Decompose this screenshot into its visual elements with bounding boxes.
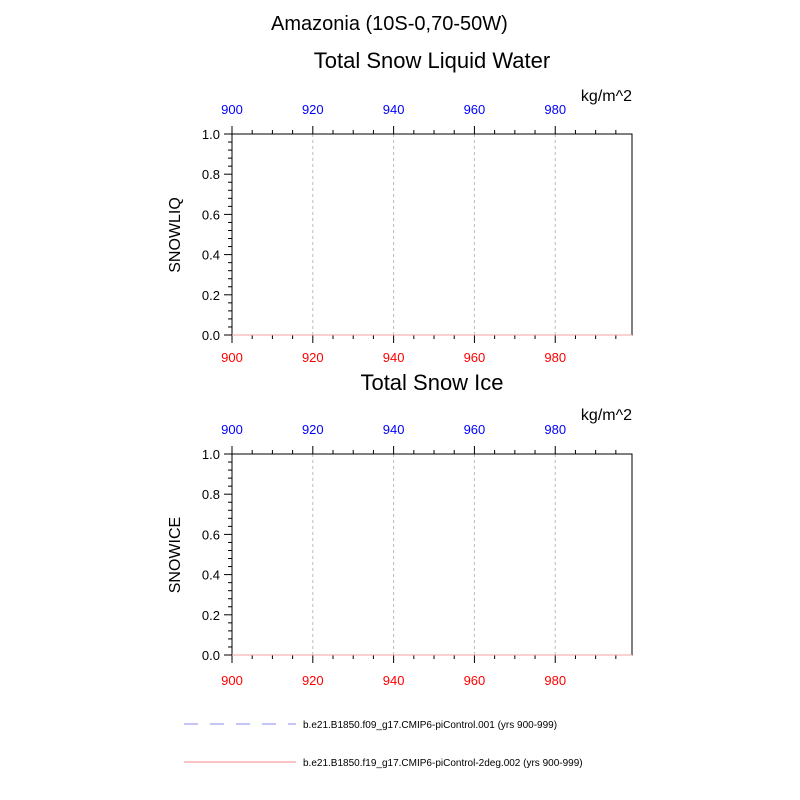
legend-item-2: b.e21.B1850.f19_g17.CMIP6-piControl-2deg…: [184, 758, 583, 769]
y-tick-label: 0.0: [202, 648, 220, 663]
y-tick-label: 0.2: [202, 288, 220, 303]
y-tick-label: 0.4: [202, 568, 220, 583]
x-tick-label: 900: [221, 673, 243, 688]
y-tick-label: 0.0: [202, 328, 220, 343]
x-tick-label: 940: [383, 673, 405, 688]
x-tick-label-top: 960: [464, 102, 486, 117]
x-tick-label: 980: [544, 673, 566, 688]
y-axis-label: SNOWLIQ: [167, 197, 184, 273]
chart-panel-2: Total Snow Ice kg/m^2 900 900 920 920 940 940 96…: [167, 370, 633, 688]
y-tick-label: 0.6: [202, 207, 220, 222]
y-tick-label: 0.8: [202, 167, 220, 182]
x-tick-label-top: 980: [544, 422, 566, 437]
figure-title: Amazonia (10S-0,70-50W): [271, 13, 508, 35]
legend-label: b.e21.B1850.f19_g17.CMIP6-piControl-2deg…: [303, 758, 583, 769]
x-tick-label-top: 960: [464, 422, 486, 437]
x-tick-label: 960: [464, 350, 486, 365]
x-tick-label: 900: [221, 350, 243, 365]
x-tick-label-top: 900: [221, 422, 243, 437]
y-tick-label: 1.0: [202, 447, 220, 462]
x-tick-label: 940: [383, 350, 405, 365]
x-tick-label-top: 940: [383, 422, 405, 437]
y-tick-label: 1.0: [202, 127, 220, 142]
x-tick-label: 960: [464, 673, 486, 688]
units-label: kg/m^2: [581, 407, 632, 424]
x-tick-label: 980: [544, 350, 566, 365]
y-tick-label: 0.6: [202, 527, 220, 542]
y-tick-label: 0.2: [202, 608, 220, 623]
x-tick-label: 920: [302, 673, 324, 688]
x-tick-label-top: 920: [302, 422, 324, 437]
y-tick-label: 0.4: [202, 248, 220, 263]
legend-label: b.e21.B1850.f09_g17.CMIP6-piControl.001 …: [303, 720, 557, 731]
x-tick-label-top: 920: [302, 102, 324, 117]
units-label: kg/m^2: [581, 88, 632, 105]
x-tick-label-top: 900: [221, 102, 243, 117]
legend-item-1: b.e21.B1850.f09_g17.CMIP6-piControl.001 …: [184, 720, 557, 731]
chart-title: Total Snow Ice: [360, 370, 503, 395]
x-tick-label-top: 940: [383, 102, 405, 117]
y-axis-label: SNOWICE: [167, 517, 184, 593]
chart-title: Total Snow Liquid Water: [314, 48, 550, 73]
x-tick-label: 920: [302, 350, 324, 365]
chart-panel-1: Total Snow Liquid Water kg/m^2 900 900 920 92…: [167, 48, 633, 365]
y-tick-label: 0.8: [202, 487, 220, 502]
plot-frame: [231, 453, 633, 656]
plot-frame: [231, 133, 633, 336]
x-tick-label-top: 980: [544, 102, 566, 117]
